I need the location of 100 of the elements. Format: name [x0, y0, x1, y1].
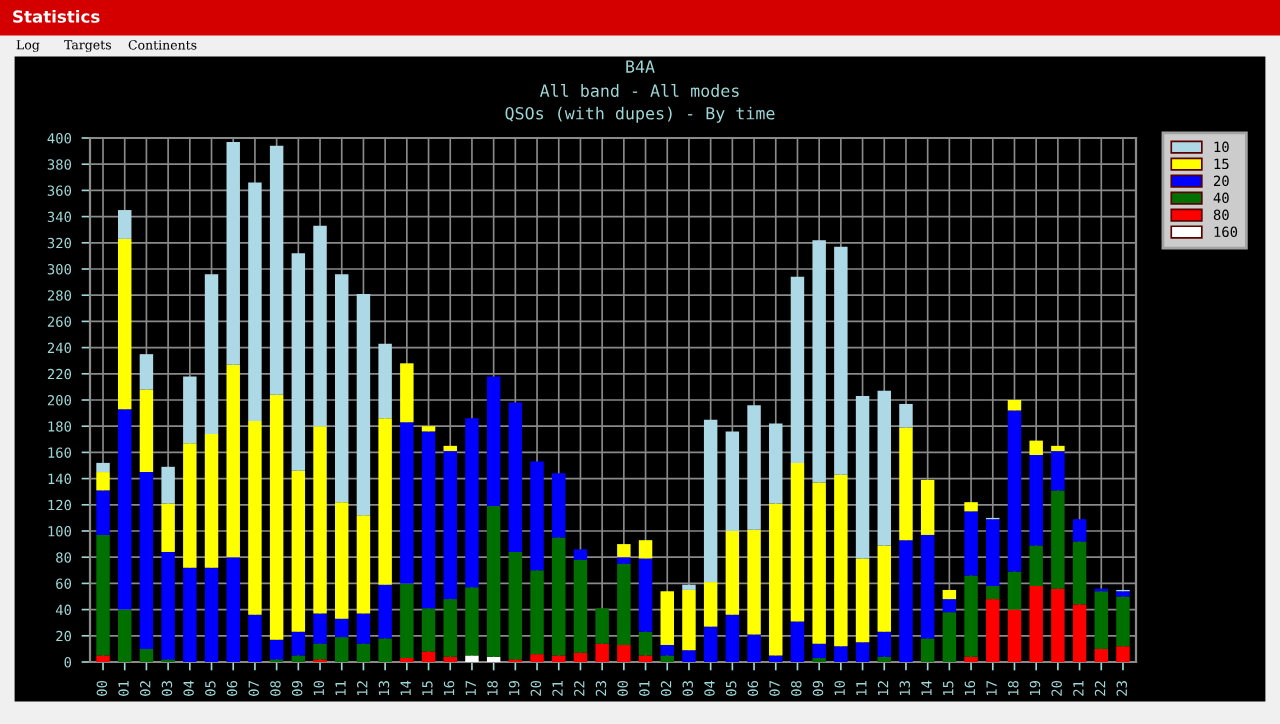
bar: [291, 253, 306, 471]
bar: [942, 612, 957, 662]
bar: [465, 655, 479, 662]
bar: [486, 656, 501, 662]
bar: [313, 643, 327, 660]
bar: [552, 537, 566, 656]
bar: [204, 434, 219, 568]
bar: [1007, 609, 1022, 662]
bar: [313, 225, 327, 427]
bar: [855, 558, 870, 643]
bar: [117, 609, 132, 662]
bar: [855, 396, 870, 559]
bar: [617, 644, 631, 662]
bar: [725, 614, 740, 662]
bar: [552, 473, 566, 538]
bar: [443, 656, 457, 662]
chart-title: B4A: [626, 60, 655, 73]
bar: [725, 531, 740, 615]
bar: [1051, 451, 1065, 491]
bar: [335, 618, 349, 638]
bar: [1116, 591, 1130, 597]
bar: [248, 420, 262, 615]
bar: [1007, 571, 1022, 610]
bar: [378, 343, 392, 419]
bar: [96, 534, 110, 656]
bar: [573, 549, 588, 560]
text: Statistics: [13, 9, 100, 23]
bar: [465, 587, 479, 656]
chart-subtitle: All band - All modes QSOs (with dupes) - By time: [505, 84, 775, 123]
bar: [421, 426, 436, 432]
bar: [877, 390, 891, 546]
bar: [1072, 541, 1087, 605]
bar: [638, 655, 653, 662]
bar: [964, 656, 978, 662]
bar: [986, 519, 1000, 587]
bar: [920, 534, 935, 639]
bar: [1007, 410, 1022, 572]
bar: [139, 472, 154, 649]
bar: [443, 445, 457, 452]
bar: [855, 642, 870, 662]
bar: [378, 638, 392, 662]
bar: [1116, 596, 1130, 647]
bar: [117, 210, 132, 239]
bar: [725, 431, 740, 531]
bar: [291, 631, 306, 656]
bar: [747, 634, 761, 662]
bar: [617, 563, 631, 645]
bar: [747, 405, 761, 530]
bar: [899, 403, 913, 428]
bar: [335, 274, 349, 503]
bar: [595, 608, 609, 644]
bar: [986, 599, 1000, 662]
bar: [877, 656, 891, 662]
bar: [248, 614, 262, 662]
bar: [400, 583, 414, 659]
bar: [161, 466, 175, 504]
bar: [400, 363, 414, 423]
bar: [226, 364, 240, 558]
bar: [638, 558, 653, 632]
bar: [812, 643, 826, 659]
bar: [812, 482, 826, 644]
bar: [139, 648, 154, 662]
bar: [269, 394, 284, 640]
bar: [291, 470, 306, 632]
bar: [486, 506, 501, 657]
bar: [508, 402, 523, 552]
bar: [1029, 440, 1043, 456]
bar: [769, 423, 783, 504]
bar: [421, 608, 436, 652]
bar: [573, 559, 588, 653]
bar: [530, 570, 544, 655]
bar: [183, 567, 197, 662]
bar: [356, 515, 371, 614]
bar: [682, 584, 696, 590]
bar: [573, 652, 588, 662]
bar: [248, 182, 262, 421]
bar: [356, 643, 371, 662]
bar: [313, 613, 327, 644]
bar: [313, 426, 327, 614]
bar: [899, 427, 913, 541]
bar: [899, 540, 913, 662]
bar: [421, 651, 436, 662]
bar: [530, 654, 544, 662]
bar: [183, 376, 197, 444]
bar: [1029, 586, 1043, 662]
bar: [291, 655, 306, 662]
bar: [1116, 646, 1130, 662]
bar: [335, 637, 349, 662]
bar: [682, 650, 696, 662]
bar: [920, 638, 935, 662]
bar: [96, 472, 110, 491]
bar: [552, 655, 566, 662]
bar: [1051, 445, 1065, 452]
bar: [877, 631, 891, 657]
bar: [638, 540, 653, 559]
bar: [790, 276, 805, 463]
bar: [356, 613, 371, 644]
bar: [226, 141, 240, 365]
bar: [269, 145, 284, 395]
bar: [204, 567, 219, 662]
